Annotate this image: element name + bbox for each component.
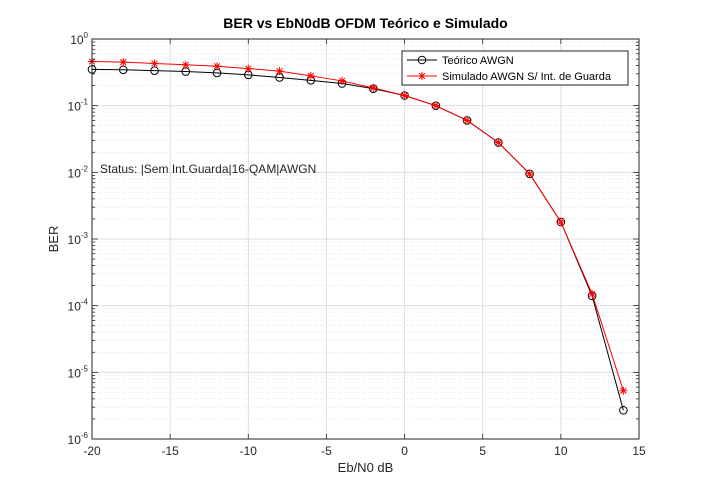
- legend-label-simulado: Simulado AWGN S/ Int. de Guarda: [442, 71, 612, 83]
- y-tick-base: 10: [68, 100, 82, 114]
- y-tick-label: 10-5: [68, 364, 89, 380]
- y-tick-base: 10: [68, 300, 82, 314]
- x-tick-label: -15: [161, 444, 179, 458]
- legend-marker-simulado: [418, 72, 426, 80]
- series-line-1: [91, 60, 624, 391]
- legend: Teórico AWGN Simulado AWGN S/ Int. de Gu…: [401, 50, 629, 86]
- y-tick-exponent: -3: [81, 231, 89, 240]
- x-tick-label: -20: [83, 444, 101, 458]
- legend-star-shape: [418, 72, 426, 80]
- legend-marker-teorico: [417, 55, 427, 65]
- y-tick-label: 10-1: [68, 98, 89, 114]
- y-tick-base: 10: [68, 433, 82, 447]
- legend-entry-simulado: Simulado AWGN S/ Int. de Guarda: [407, 71, 612, 83]
- y-tick-exponent: -5: [81, 364, 89, 373]
- x-tick-label: 15: [632, 444, 646, 458]
- y-tick-label: 10-6: [68, 431, 89, 447]
- legend-label-teorico: Teórico AWGN: [442, 55, 514, 67]
- y-tick-exponent: -1: [81, 98, 89, 107]
- x-tick-label: 5: [479, 444, 486, 458]
- y-axis-label: BER: [46, 226, 61, 253]
- ticks: [91, 38, 640, 440]
- y-tick-base: 10: [68, 166, 82, 180]
- y-tick-exponent: -6: [81, 431, 89, 440]
- y-tick-label: 10-3: [68, 231, 89, 247]
- y-tick-label: 10-4: [68, 298, 89, 314]
- data-point-star: [119, 58, 128, 67]
- y-tick-base: 10: [70, 33, 84, 47]
- y-tick-exponent: 0: [84, 31, 89, 40]
- data-point-circle: [619, 405, 628, 415]
- y-tick-exponent: -2: [81, 164, 89, 173]
- data-point-star: [494, 138, 503, 147]
- x-axis-label: Eb/N0 dB: [338, 460, 394, 475]
- data-point-star: [431, 101, 440, 110]
- x-tick-label: -10: [240, 444, 258, 458]
- data-point-star: [525, 169, 534, 178]
- legend-box: [401, 50, 629, 86]
- y-tick-label: 100: [70, 31, 88, 47]
- legend-entry-teorico: Teórico AWGN: [407, 55, 514, 67]
- data-point-star: [463, 116, 472, 125]
- data-point-star: [244, 64, 253, 73]
- data-point-star: [619, 386, 628, 395]
- chart-title: BER vs EbN0dB OFDM Teórico e Simulado: [223, 15, 507, 31]
- x-tick-label: 0: [401, 444, 408, 458]
- data-point-star: [306, 71, 315, 80]
- x-tick-label: -5: [321, 444, 332, 458]
- data-point-star: [556, 217, 565, 226]
- data-point-star: [400, 91, 409, 100]
- x-tick-label: 10: [554, 444, 568, 458]
- grid: [92, 39, 639, 439]
- status-annotation: Status: |Sem Int.Guarda|16-QAM|AWGN: [100, 162, 317, 176]
- y-tick-label: 10-2: [68, 164, 89, 180]
- x-tick-labels: -20 -15 -10 -5 0 5 10 15: [83, 444, 646, 458]
- data-point-star: [588, 289, 597, 298]
- data-point-star: [150, 59, 159, 68]
- data-point-star: [181, 60, 190, 69]
- y-tick-exponent: -4: [81, 298, 89, 307]
- data-point-star: [213, 62, 222, 71]
- data-point-star: [275, 67, 284, 76]
- data-point-star: [369, 83, 378, 92]
- y-tick-base: 10: [68, 233, 82, 247]
- y-tick-base: 10: [68, 366, 82, 380]
- data-point-star: [338, 76, 347, 85]
